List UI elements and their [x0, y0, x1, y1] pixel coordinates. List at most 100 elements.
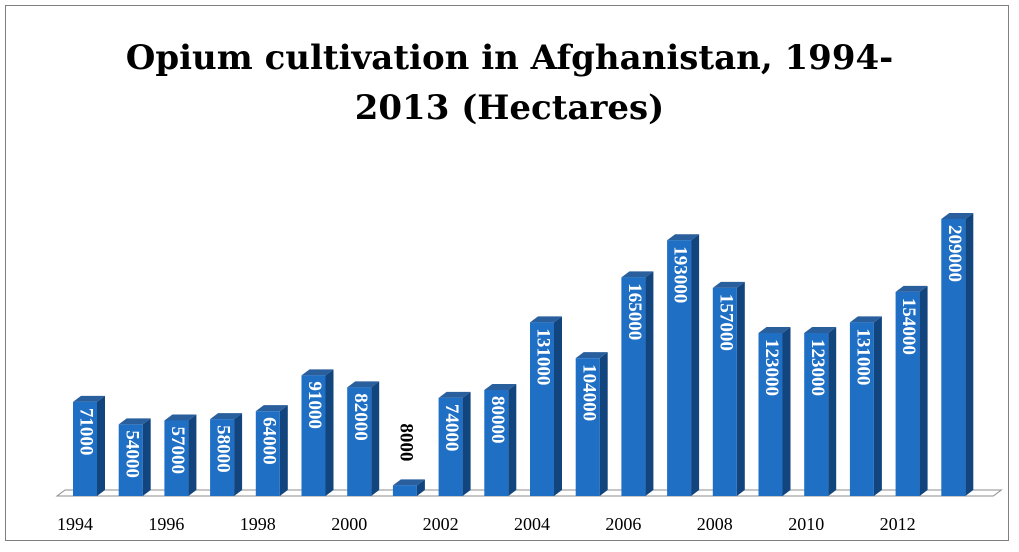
- bar-2001: [392, 479, 425, 496]
- bar-2012: [895, 285, 928, 496]
- bar-front: [73, 401, 97, 496]
- x-tick-label-2004: 2004: [514, 514, 550, 534]
- bar-2007: [667, 234, 700, 496]
- x-tick-label-2002: 2002: [423, 514, 459, 534]
- bar-front: [667, 240, 692, 496]
- bar-side: [508, 383, 517, 496]
- bar-front: [210, 419, 235, 496]
- data-label-2013: 209000: [944, 225, 965, 282]
- bar-side: [416, 479, 425, 496]
- bar-front: [484, 389, 509, 496]
- bar-side: [188, 414, 197, 496]
- bar-top: [941, 213, 974, 219]
- data-label-2007: 193000: [670, 246, 691, 303]
- x-tick-label-1996: 1996: [148, 514, 184, 534]
- bar-front: [255, 411, 280, 496]
- bar-2003: [484, 383, 517, 496]
- data-label-2008: 157000: [715, 294, 736, 351]
- bar-side: [873, 316, 882, 496]
- bar-top: [849, 316, 882, 323]
- bar-top: [804, 326, 837, 333]
- bar-top: [575, 352, 608, 359]
- bar-side: [142, 418, 151, 496]
- data-label-1996: 57000: [167, 426, 188, 474]
- bar-1999: [301, 369, 334, 496]
- bar-top: [255, 405, 288, 412]
- bar-side: [325, 369, 334, 496]
- bar-top: [530, 316, 562, 323]
- bar-front: [347, 387, 372, 496]
- data-label-2003: 80000: [487, 396, 508, 444]
- bar-side: [828, 326, 837, 496]
- bar-side: [234, 413, 243, 496]
- bar-top: [484, 383, 517, 390]
- chart-title-line-1: Opium cultivation in Afghanistan, 1994-: [125, 38, 894, 78]
- x-tick-labels-layer: 1994 1996 1998 2000 2002 2004 2006 2008 2010 2012: [57, 514, 916, 534]
- data-labels-layer: 71000 54000 57000 58000 64000 91000 82000 8000 7…: [76, 225, 965, 478]
- data-label-2001: 8000: [396, 423, 417, 461]
- x-tick-label-2000: 2000: [331, 514, 367, 534]
- x-tick-label-2012: 2012: [880, 514, 916, 534]
- x-tick-label-2008: 2008: [697, 514, 733, 534]
- bar-top: [712, 281, 745, 288]
- bar-top: [621, 271, 654, 278]
- bar-top: [438, 391, 471, 398]
- bar-1997: [210, 413, 243, 496]
- bar-side: [782, 326, 791, 496]
- data-label-2012: 154000: [898, 298, 919, 355]
- bar-side: [645, 271, 654, 496]
- bar-front: [301, 375, 326, 496]
- data-label-2011: 131000: [853, 328, 874, 385]
- bar-top: [301, 369, 334, 376]
- chart-title: Opium cultivation in Afghanistan, 1994- …: [0, 33, 1019, 133]
- bar-2005: [575, 352, 608, 496]
- data-label-2004: 131000: [533, 328, 554, 385]
- x-tick-label-2010: 2010: [788, 514, 824, 534]
- bar-2004: [530, 316, 562, 496]
- bar-side: [97, 395, 105, 496]
- data-label-1997: 58000: [213, 425, 234, 473]
- bar-front: [804, 332, 829, 496]
- bar-front: [438, 397, 463, 496]
- data-label-1998: 64000: [258, 417, 279, 465]
- bar-1996: [164, 414, 197, 496]
- bar-top: [347, 381, 380, 388]
- bar-2010: [804, 326, 837, 496]
- bar-top: [758, 326, 791, 333]
- bar-front: [392, 485, 417, 496]
- bar-side: [462, 391, 471, 496]
- data-label-1994: 71000: [76, 408, 97, 456]
- data-label-2009: 123000: [761, 339, 782, 396]
- bar-side: [919, 285, 928, 496]
- bar-top: [164, 414, 197, 421]
- bar-side: [691, 234, 700, 496]
- data-label-2005: 104000: [578, 364, 599, 421]
- bar-side: [279, 405, 288, 496]
- bar-top: [895, 285, 928, 292]
- data-label-2006: 165000: [624, 283, 645, 340]
- bar-front: [849, 322, 874, 496]
- bar-front: [712, 287, 737, 496]
- x-tick-label-1998: 1998: [240, 514, 276, 534]
- bar-top: [118, 418, 151, 425]
- bar-side: [965, 213, 974, 496]
- bar-front: [164, 420, 189, 496]
- data-label-2002: 74000: [441, 404, 462, 452]
- bar-1995: [118, 418, 151, 496]
- bar-2002: [438, 391, 471, 496]
- chart-title-line-2: 2013 (Hectares): [354, 88, 665, 128]
- bars-layer: [73, 213, 974, 496]
- bar-2000: [347, 381, 380, 496]
- x-tick-label-1994: 1994: [57, 514, 93, 534]
- bar-side: [736, 281, 745, 496]
- bar-top: [667, 234, 700, 241]
- data-label-1999: 91000: [304, 381, 325, 429]
- bar-side: [371, 381, 380, 496]
- bar-1994: [73, 395, 105, 496]
- bar-2009: [758, 326, 791, 496]
- bar-front: [758, 332, 783, 496]
- bar-front: [118, 424, 143, 496]
- bar-2013: [941, 213, 974, 496]
- bar-top: [73, 395, 105, 402]
